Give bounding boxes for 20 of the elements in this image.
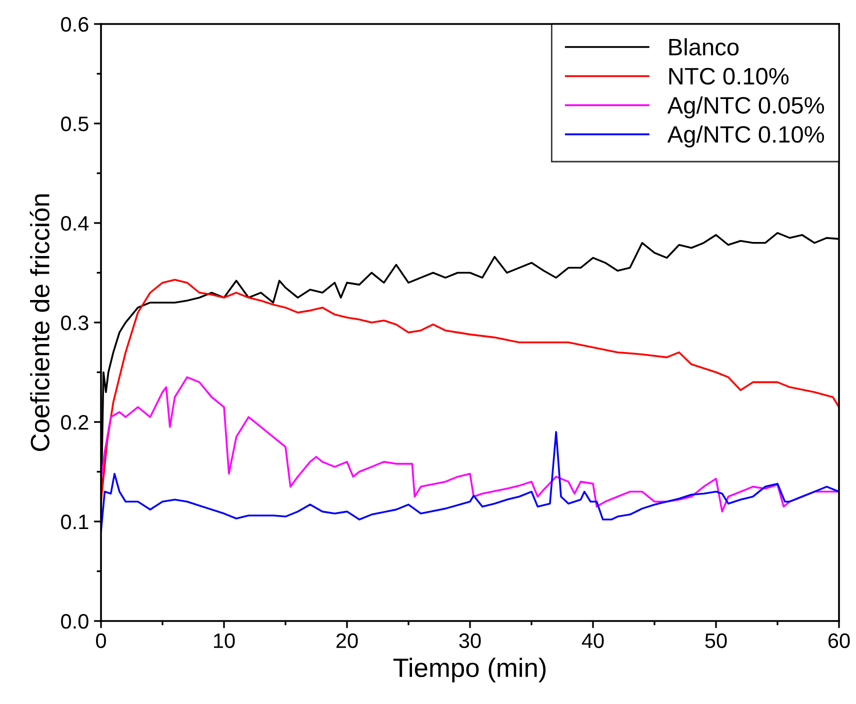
legend-label: Ag/NTC 0.05% (667, 96, 824, 118)
y-tick-label: 0.5 (61, 116, 88, 132)
x-tick-label: 40 (582, 633, 604, 648)
x-tick-label: 60 (828, 633, 850, 648)
y-tick-label: 0.2 (61, 415, 88, 430)
x-tick-label: 50 (705, 633, 727, 648)
x-tick-label: 30 (459, 633, 481, 648)
x-tick-label: 0 (96, 633, 106, 648)
y-axis-title: Coeficiente de fricción (30, 194, 50, 451)
legend-label: Ag/NTC 0.10% (667, 125, 824, 148)
y-tick-label: 0.6 (61, 17, 88, 32)
y-tick-label: 0.1 (61, 514, 88, 530)
x-axis-title: Tiempo (min) (393, 658, 546, 682)
legend-label: NTC 0.10% (669, 68, 789, 85)
y-tick-label: 0.0 (61, 614, 88, 629)
x-tick-label: 10 (214, 633, 235, 648)
legend-label: Blanco (669, 38, 739, 56)
y-tick-label: 0.4 (61, 216, 89, 231)
y-tick-label: 0.3 (61, 316, 88, 330)
x-tick-label: 20 (336, 633, 358, 648)
